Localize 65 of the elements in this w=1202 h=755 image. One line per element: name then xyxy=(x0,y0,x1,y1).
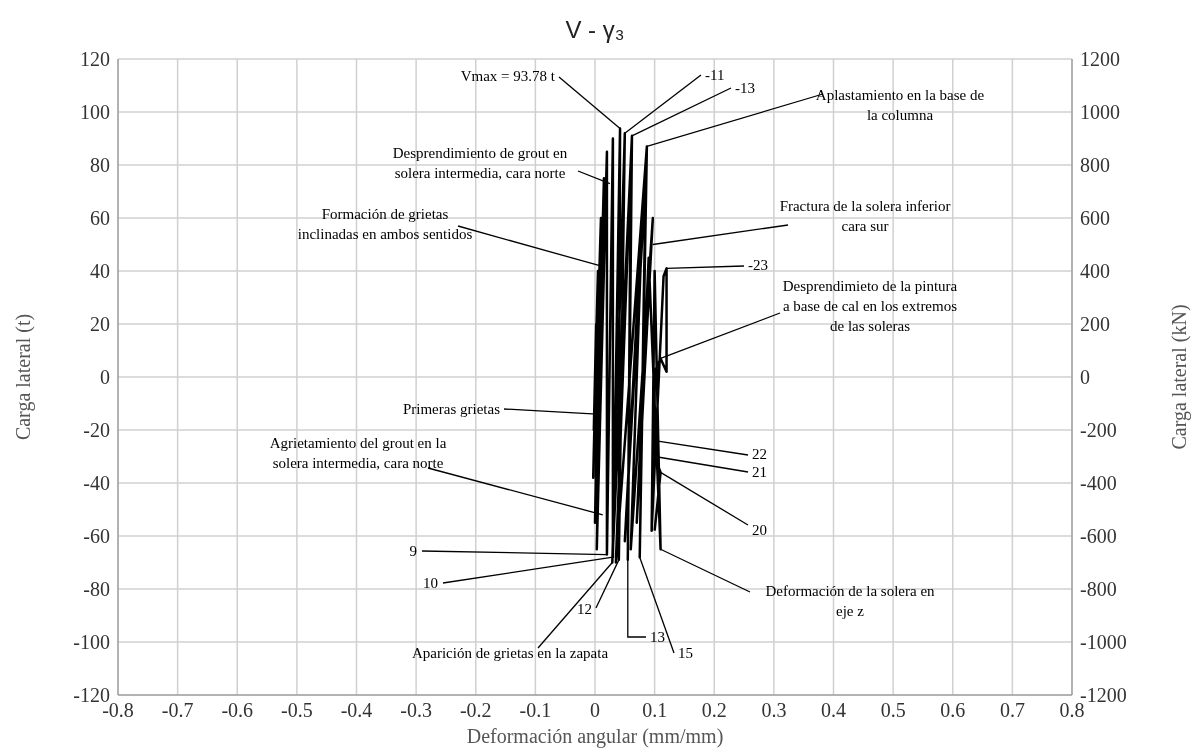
annotation: 9 xyxy=(409,543,417,559)
annotation: Vmax = 93.78 t xyxy=(460,68,556,84)
x-tick-label: 0.5 xyxy=(880,699,906,722)
y-tick-label: -40 xyxy=(83,472,110,495)
x-axis-title: Deformación angular (mm/mm) xyxy=(466,725,724,748)
annotation: -11 xyxy=(705,67,725,83)
y-tick-label: -60 xyxy=(83,525,110,548)
y-tick-label: -80 xyxy=(83,578,110,601)
annotation: Aplastamiento en la base de la columna xyxy=(815,87,985,123)
annotation: 15 xyxy=(678,645,693,661)
x-tick-label: -0.1 xyxy=(519,699,552,722)
annotation: -13 xyxy=(735,80,755,96)
x-tick-label: -0.5 xyxy=(281,699,313,722)
annotation: 13 xyxy=(650,629,665,645)
y2-tick-label: -1000 xyxy=(1080,631,1127,654)
y-tick-label: 60 xyxy=(90,207,110,230)
x-tick-label: -0.6 xyxy=(221,699,254,722)
annotation: Desprendimiento de grout en solera intermedia, cara norte xyxy=(392,145,568,181)
y-tick-label: 100 xyxy=(80,101,110,124)
y2-tick-label: 1000 xyxy=(1080,101,1120,124)
annotation: Aparición de grietas en la zapata xyxy=(411,645,609,661)
x-tick-label: -0.7 xyxy=(161,699,194,722)
y2-tick-label: 200 xyxy=(1080,313,1110,336)
y-axis-title: Carga lateral (t) xyxy=(12,313,35,441)
x-tick-label: 0.3 xyxy=(761,699,787,722)
x-tick-label: -0.3 xyxy=(400,699,432,722)
y-tick-label: -100 xyxy=(73,631,110,654)
x-tick-label: 0 xyxy=(590,699,600,722)
y-tick-label: 120 xyxy=(80,48,110,71)
annotation: 12 xyxy=(577,601,592,617)
annotation: -23 xyxy=(748,257,768,273)
y2-tick-label: -200 xyxy=(1080,419,1117,442)
x-tick-label: 0.6 xyxy=(940,699,966,722)
x-tick-label: 0.4 xyxy=(821,699,846,722)
annotation: 10 xyxy=(423,575,438,591)
annotation: Fractura de la solera inferior cara sur xyxy=(779,198,951,234)
x-tick-label: -0.4 xyxy=(340,699,373,722)
y-tick-label: 0 xyxy=(100,366,110,389)
annotation: Formación de grietas inclinadas en ambos sentidos xyxy=(297,206,473,242)
y2-tick-label: -800 xyxy=(1080,578,1117,601)
annotation: 21 xyxy=(752,464,767,480)
chart-title: V - γ₃ xyxy=(565,16,625,43)
x-tick-label: 0.7 xyxy=(999,699,1025,722)
y2-tick-label: 400 xyxy=(1080,260,1110,283)
x-tick-label: 0.2 xyxy=(701,699,727,722)
y2-tick-label: 0 xyxy=(1080,366,1090,389)
y-tick-label: 20 xyxy=(90,313,110,336)
y-tick-label: 40 xyxy=(90,260,110,283)
y2-tick-label: -600 xyxy=(1080,525,1117,548)
x-tick-label: 0.1 xyxy=(642,699,668,722)
annotation: Agrietamiento del grout en la solera intermedia, cara norte xyxy=(269,435,447,471)
y2-tick-label: 600 xyxy=(1080,207,1110,230)
y2-tick-label: 800 xyxy=(1080,154,1110,177)
y2-tick-label: -400 xyxy=(1080,472,1117,495)
y-tick-label: 80 xyxy=(90,154,110,177)
annotation: 20 xyxy=(752,522,767,538)
y-tick-label: -20 xyxy=(83,419,110,442)
y2-axis-title: Carga lateral (kN) xyxy=(1168,304,1191,450)
x-tick-label: 0.8 xyxy=(1059,699,1085,722)
annotation: Primeras grietas xyxy=(402,401,501,417)
annotation: Deformación de la solera en eje z xyxy=(765,583,936,619)
annotation: 22 xyxy=(752,446,767,462)
x-tick-label: -0.2 xyxy=(459,699,492,722)
y2-tick-label: 1200 xyxy=(1080,48,1120,71)
annotation: Desprendimieto de la pintura a base de cal en los extremos de las soleras xyxy=(782,278,958,334)
